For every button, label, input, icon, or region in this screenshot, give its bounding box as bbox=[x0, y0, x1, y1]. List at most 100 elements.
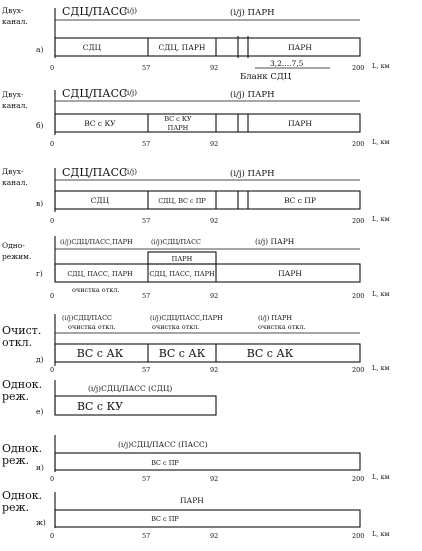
range-bar bbox=[54, 263, 361, 283]
axis-unit: L, км bbox=[372, 138, 390, 146]
side-label-line2: режим. bbox=[2, 252, 31, 261]
tick-label: 200 bbox=[352, 366, 364, 374]
tick-label: 0 bbox=[50, 292, 54, 300]
cell-text: ВС с КУ bbox=[164, 115, 192, 123]
zone-label: (i/j) ПАРН bbox=[230, 168, 275, 179]
tick-label: 200 bbox=[352, 64, 364, 72]
tick-label: 0 bbox=[50, 64, 54, 72]
cell-text: ВС с АК bbox=[77, 347, 124, 360]
tick-label: 57 bbox=[142, 64, 150, 72]
side-label-line2: реж. bbox=[2, 454, 29, 467]
zone-label: ПАРН bbox=[180, 496, 204, 505]
cell-text: ПАРН bbox=[288, 43, 312, 52]
tick-label: 200 bbox=[352, 532, 364, 540]
tick-label: 57 bbox=[142, 217, 150, 225]
row-letter: а) bbox=[36, 45, 43, 54]
side-label-line1: Однок. bbox=[2, 489, 42, 502]
tick-label: 200 bbox=[352, 292, 364, 300]
tick-label: 57 bbox=[142, 140, 150, 148]
row-letter: г) bbox=[36, 269, 43, 278]
tick-label: 200 bbox=[352, 475, 364, 483]
row-letter: и) bbox=[36, 463, 44, 472]
cell-text: СДЦ, ПАСС, ПАРН bbox=[149, 270, 215, 278]
row-letter: д) bbox=[36, 355, 44, 364]
cell-text: СДЦ, ПАСС, ПАРН bbox=[67, 270, 133, 278]
zone-label-suffix: (i/j) bbox=[124, 6, 137, 15]
zone-label: (i/j)СДЦ/ПАСС bbox=[151, 238, 201, 246]
row-g: Одно- режим. г) (i/j)СДЦ/ПАСС,ПАРН (i/j)… bbox=[2, 236, 390, 300]
zone-label: (i/j) ПАРН bbox=[255, 237, 295, 246]
side-label-line2: реж. bbox=[2, 390, 29, 403]
zone-sublabel: очистка откл. bbox=[152, 323, 200, 331]
axis-unit: L, км bbox=[372, 473, 390, 481]
zone-label: (i/j)СДЦ/ПАСС bbox=[62, 314, 112, 322]
range-note: 3,2....7,5 bbox=[270, 59, 304, 68]
side-label-line2: реж. bbox=[2, 501, 29, 514]
zone-label-suffix: (i/j) bbox=[124, 88, 137, 97]
side-label-line1: Очист. bbox=[2, 324, 41, 337]
cell-text: ВС с КУ bbox=[77, 400, 123, 413]
row-e: Однок. реж. е) (i/j)СДЦ/ПАСС (СДЦ) ВС с … bbox=[2, 378, 217, 416]
cell-text: СДЦ, ПАРН bbox=[159, 43, 206, 52]
range-bar bbox=[54, 113, 361, 133]
cell-text: ВС с АК bbox=[159, 347, 206, 360]
zone-sublabel: очистка откл. bbox=[68, 323, 116, 331]
cell-text: ПАРН bbox=[288, 119, 312, 128]
tick-label: 92 bbox=[210, 64, 218, 72]
tick-label: 200 bbox=[352, 140, 364, 148]
cell-text: СДЦ bbox=[83, 43, 102, 52]
side-label-line2: канал. bbox=[2, 17, 28, 26]
side-label-line2: откл. bbox=[2, 336, 32, 349]
tick-label: 0 bbox=[50, 532, 54, 540]
cell-text: ПАРН bbox=[172, 255, 193, 263]
zone-label: (i/j) ПАРН bbox=[230, 7, 275, 18]
tick-label: 92 bbox=[210, 292, 218, 300]
zone-label: (i/j) ПАРН bbox=[258, 314, 292, 322]
range-bar bbox=[54, 509, 361, 528]
row-letter: б) bbox=[36, 121, 44, 130]
tick-label: 0 bbox=[50, 217, 54, 225]
range-note: очистка откл. bbox=[72, 286, 120, 294]
side-label-line1: Двух- bbox=[2, 167, 24, 176]
zone-label: (i/j)СДЦ/ПАСС (СДЦ) bbox=[88, 384, 172, 393]
tick-label: 0 bbox=[50, 366, 54, 374]
row-zh: Однок. реж. ж) ПАРН ВС с ПР 0 57 92 200 … bbox=[2, 489, 390, 540]
side-label-line1: Двух- bbox=[2, 6, 24, 15]
cell-text: ВС с АК bbox=[247, 347, 294, 360]
zone-label: СДЦ/ПАСС bbox=[62, 166, 127, 179]
tick-label: 200 bbox=[352, 217, 364, 225]
zone-label: СДЦ/ПАСС bbox=[62, 5, 127, 18]
blank-label: Бланк СДЦ bbox=[240, 72, 292, 82]
cell-text: СДЦ bbox=[91, 196, 110, 205]
zone-label: (i/j)СДЦ/ПАСС,ПАРН bbox=[60, 238, 133, 246]
cell-text: ВС с КУ bbox=[84, 119, 116, 128]
cell-text: ПАРН bbox=[278, 269, 302, 278]
side-label-line1: Двух- bbox=[2, 90, 24, 99]
tick-label: 0 bbox=[50, 475, 54, 483]
zone-label: СДЦ/ПАСС bbox=[62, 87, 127, 100]
range-bar bbox=[54, 452, 361, 471]
axis-unit: L, км bbox=[372, 364, 390, 372]
row-b: Двух- канал. б) СДЦ/ПАСС (i/j) (i/j) ПАР… bbox=[2, 87, 390, 148]
tick-label: 92 bbox=[210, 217, 218, 225]
cell-text: ВС с ПР bbox=[151, 515, 179, 523]
row-v: Двух- канал. в) СДЦ/ПАСС (i/j) (i/j) ПАР… bbox=[2, 166, 390, 225]
zone-label-suffix: (i/j) bbox=[124, 167, 137, 176]
row-letter: е) bbox=[36, 407, 43, 416]
tick-label: 92 bbox=[210, 475, 218, 483]
tick-label: 92 bbox=[210, 366, 218, 374]
range-bar bbox=[54, 343, 361, 363]
tick-label: 57 bbox=[142, 292, 150, 300]
axis-unit: L, км bbox=[372, 62, 390, 70]
axis-unit: L, км bbox=[372, 290, 390, 298]
row-d: Очист. откл. д) (i/j)СДЦ/ПАСС (i/j)СДЦ/П… bbox=[2, 314, 390, 374]
cell-text: ВС с ПР bbox=[284, 196, 316, 205]
side-label-line1: Одно- bbox=[2, 241, 25, 250]
range-bar bbox=[54, 190, 361, 210]
row-a: Двух- канал. а) СДЦ/ПАСС (i/j) (i/j) ПАР… bbox=[2, 5, 390, 82]
tick-label: 57 bbox=[142, 475, 150, 483]
tick-label: 57 bbox=[142, 366, 150, 374]
side-label-line2: канал. bbox=[2, 101, 28, 110]
tick-label: 57 bbox=[142, 532, 150, 540]
